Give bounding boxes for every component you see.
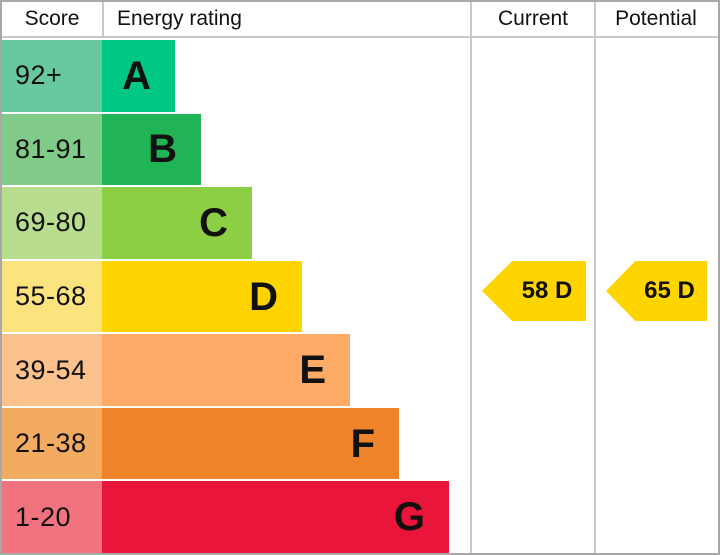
band-rows: 92+ A 81-91 B 69-80 C 55-68 xyxy=(2,38,718,553)
band-letter: F xyxy=(350,421,375,466)
current-marker-label: 58 D xyxy=(521,277,573,304)
band-row: 55-68 D xyxy=(2,259,718,333)
band-score: 1-20 xyxy=(2,481,102,553)
band-score: 92+ xyxy=(2,40,102,112)
band-score-label: 1-20 xyxy=(15,501,72,532)
band-score-label: 92+ xyxy=(15,60,63,91)
band-score-label: 69-80 xyxy=(15,207,87,238)
potential-column-divider xyxy=(594,2,596,553)
band-row: 69-80 C xyxy=(2,185,718,259)
band-letter: B xyxy=(148,127,177,172)
band-row: 39-54 E xyxy=(2,332,718,406)
band-letter: E xyxy=(299,348,326,393)
band-bar: G xyxy=(102,481,449,553)
band-score: 39-54 xyxy=(2,334,102,406)
band-bar: B xyxy=(102,113,201,186)
band-bar: D xyxy=(102,260,302,333)
band-score-label: 21-38 xyxy=(15,428,87,459)
band-letter: A xyxy=(122,53,151,98)
band-score: 55-68 xyxy=(2,260,102,333)
energy-rating-column-header: Energy rating xyxy=(102,2,470,36)
band-row: 21-38 F xyxy=(2,406,718,480)
band-score-label: 81-91 xyxy=(15,133,87,164)
band-score: 81-91 xyxy=(2,113,102,186)
potential-marker-label: 65 D xyxy=(644,277,695,304)
band-row: 1-20 G xyxy=(2,479,718,553)
band-bar: A xyxy=(102,40,175,112)
chart-header: Score Energy rating Current Potential xyxy=(2,2,718,38)
band-row: 92+ A xyxy=(2,38,718,112)
band-letter: C xyxy=(199,200,228,245)
band-score: 69-80 xyxy=(2,187,102,259)
potential-column-header: Potential xyxy=(615,7,697,30)
band-letter: D xyxy=(249,274,278,319)
current-column-divider xyxy=(470,2,472,553)
band-score-label: 39-54 xyxy=(15,354,87,385)
band-score: 21-38 xyxy=(2,407,102,480)
band-row: 81-91 B xyxy=(2,112,718,186)
band-bar: F xyxy=(102,407,399,480)
band-bar: E xyxy=(102,334,350,406)
current-column-header: Current xyxy=(497,7,569,30)
band-letter: G xyxy=(393,495,425,540)
band-score-label: 55-68 xyxy=(15,281,87,312)
band-bar: C xyxy=(102,187,252,259)
score-column-header: Score xyxy=(24,7,80,30)
